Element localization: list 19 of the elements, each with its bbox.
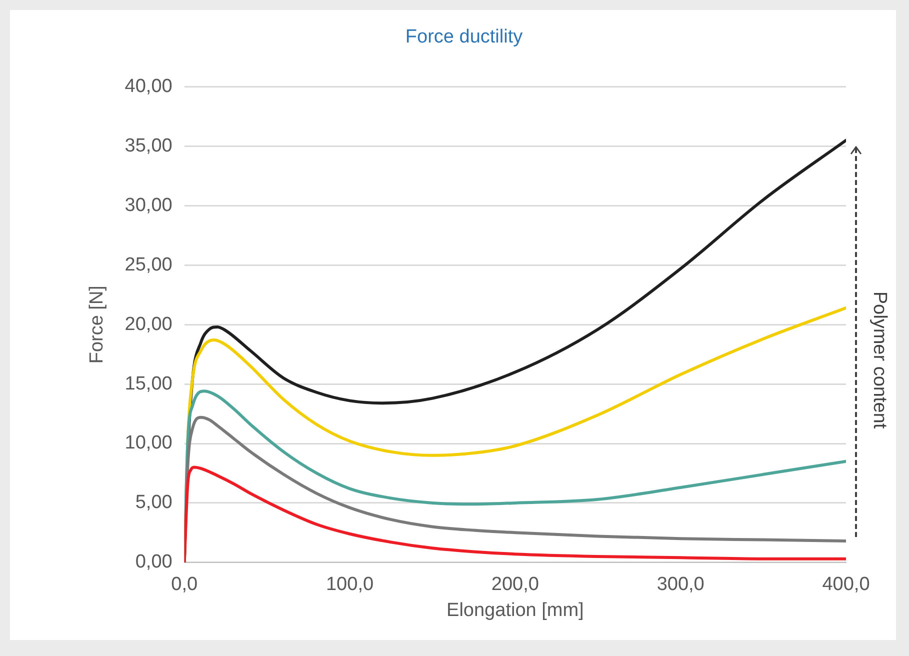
y-tick-label: 40,00 xyxy=(124,76,172,98)
line-series xyxy=(184,466,846,562)
y-axis-title: Force [N] xyxy=(86,286,108,364)
x-axis-title: Elongation [mm] xyxy=(446,600,584,621)
y-tick-label: 0,00 xyxy=(135,552,172,573)
y-tick-label: 15,00 xyxy=(124,373,172,394)
y-tick-label: 30,00 xyxy=(124,194,172,216)
y-tick-label: 10,00 xyxy=(124,432,172,454)
x-tick-label: 400,0 xyxy=(822,574,870,596)
y-tick-label: 5,00 xyxy=(135,492,172,514)
y-tick-label: 25,00 xyxy=(124,254,172,276)
x-tick-label: 200,0 xyxy=(491,574,539,596)
x-tick-label: 100,0 xyxy=(326,574,374,596)
y-tick-label: 20,00 xyxy=(124,314,172,335)
text: Polymer content xyxy=(868,291,890,429)
x-tick-label: 0,0 xyxy=(171,574,198,596)
x-tick-label: 300,0 xyxy=(656,574,704,596)
y-tick-label: 35,00 xyxy=(124,135,172,156)
chart-title: Force ductility xyxy=(405,26,524,48)
